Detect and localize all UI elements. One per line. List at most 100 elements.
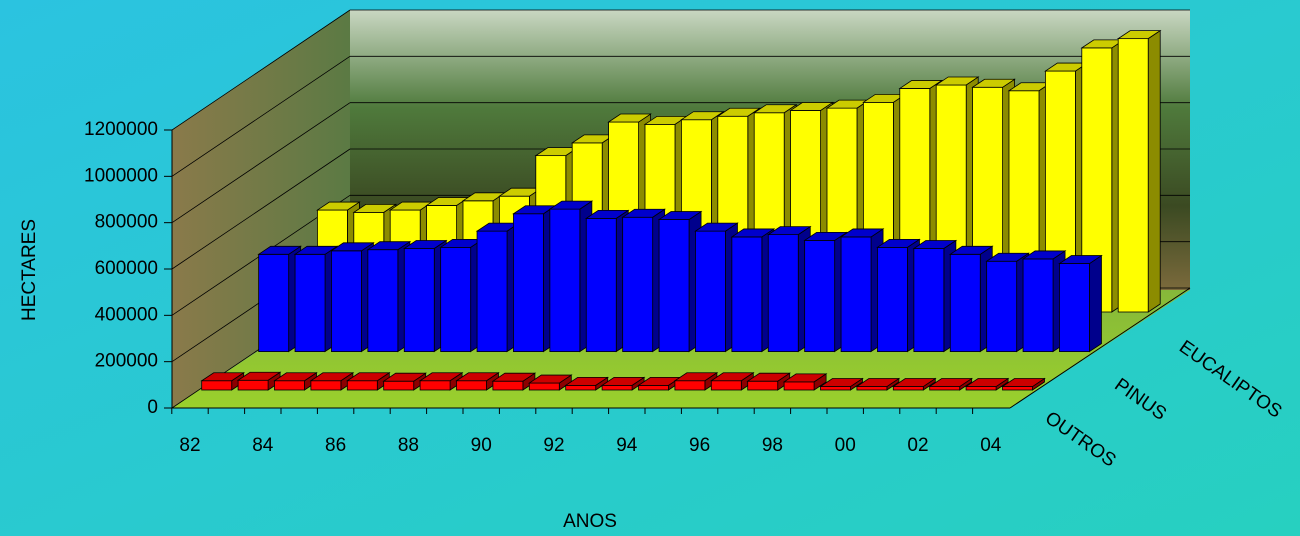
- bar-top: [912, 240, 958, 249]
- bar: [638, 384, 669, 391]
- x-tick-label: 02: [907, 435, 928, 456]
- bar-top: [746, 372, 792, 382]
- bar: [237, 379, 269, 391]
- bar-top: [621, 208, 666, 218]
- bar-top: [934, 76, 980, 86]
- bar: [294, 253, 326, 353]
- bar: [565, 384, 597, 391]
- bar: [804, 239, 836, 352]
- bar: [513, 213, 544, 352]
- bar: [585, 217, 617, 352]
- bar-top: [709, 372, 755, 382]
- bar-top: [607, 113, 652, 123]
- bar: [622, 216, 654, 353]
- bar-top: [839, 228, 885, 238]
- x-tick-label: 88: [398, 435, 419, 456]
- bar-top: [985, 252, 1030, 262]
- bar-top: [455, 372, 500, 382]
- y-tick-label: 600000: [95, 258, 158, 279]
- bar-top: [418, 372, 464, 382]
- bar-top: [316, 201, 361, 211]
- bar: [695, 230, 726, 352]
- bar-top: [548, 200, 594, 210]
- bar-top: [257, 245, 302, 255]
- bar-top: [345, 372, 391, 382]
- bar: [767, 234, 799, 353]
- x-tick-label: 82: [179, 435, 200, 456]
- bar-top: [782, 373, 828, 383]
- bar: [674, 380, 706, 391]
- x-tick-label: 92: [543, 435, 564, 456]
- bar-top: [382, 372, 428, 382]
- x-tick-label: 86: [325, 435, 346, 456]
- bar-top: [1001, 378, 1046, 387]
- bar-top: [564, 376, 610, 386]
- bar-top: [673, 372, 719, 382]
- bar-top: [971, 78, 1016, 88]
- y-tick-label: 200000: [95, 351, 158, 372]
- bar-top: [402, 240, 448, 249]
- bar-top: [789, 102, 834, 111]
- bar-top: [600, 376, 646, 386]
- grid-line: [171, 102, 351, 223]
- bar-top: [293, 245, 339, 255]
- y-axis-label: HECTARES: [19, 219, 40, 321]
- bar-top: [964, 378, 1010, 387]
- bar: [601, 384, 633, 391]
- bar-top: [273, 372, 318, 382]
- bar-top: [716, 107, 762, 117]
- bar-side: [1089, 254, 1102, 353]
- bar-top: [657, 211, 703, 220]
- bar-top: [491, 372, 537, 382]
- x-tick-label: 84: [252, 435, 274, 456]
- bar-side: [1147, 29, 1161, 313]
- bar: [403, 248, 435, 352]
- bar: [877, 246, 908, 353]
- bar-top: [898, 80, 944, 89]
- y-tick-label: 1000000: [84, 165, 158, 186]
- bar: [658, 219, 690, 353]
- bar: [274, 380, 305, 391]
- bar: [949, 253, 981, 353]
- x-tick-label: 00: [835, 435, 856, 456]
- bar: [1059, 263, 1090, 353]
- bar-top: [752, 104, 798, 114]
- bar-top: [1058, 255, 1103, 264]
- bar: [549, 208, 581, 353]
- x-axis-label: ANOS: [563, 511, 617, 532]
- bar: [986, 260, 1018, 352]
- bar-top: [876, 238, 921, 248]
- bar-top: [1116, 30, 1162, 40]
- y-tick-label: 1200000: [84, 119, 158, 140]
- grid-line: [171, 56, 351, 177]
- bar-top: [366, 241, 412, 251]
- bar: [783, 381, 815, 391]
- y-tick-label: 0: [147, 397, 158, 418]
- bar: [201, 380, 233, 391]
- bar: [892, 386, 924, 391]
- depth-axis: [1009, 287, 1191, 409]
- bar: [1117, 38, 1149, 313]
- x-tick-label: 98: [762, 435, 783, 456]
- bar: [1022, 258, 1054, 352]
- bar: [367, 249, 399, 353]
- grid-line: [171, 148, 351, 270]
- bar: [383, 380, 415, 391]
- bar: [856, 386, 888, 391]
- grid-line: [171, 9, 351, 131]
- bar-top: [527, 374, 573, 384]
- bar: [419, 380, 451, 391]
- bar: [710, 380, 742, 391]
- bar-top: [928, 378, 974, 387]
- bar: [476, 230, 508, 352]
- bar-top: [694, 222, 739, 232]
- bar-top: [819, 378, 864, 387]
- bar: [528, 382, 560, 391]
- bar: [965, 386, 997, 391]
- bar-top: [236, 371, 282, 381]
- bar: [913, 248, 945, 352]
- y-tick-label: 800000: [95, 212, 158, 233]
- bar: [440, 246, 472, 353]
- bar-top: [730, 228, 776, 238]
